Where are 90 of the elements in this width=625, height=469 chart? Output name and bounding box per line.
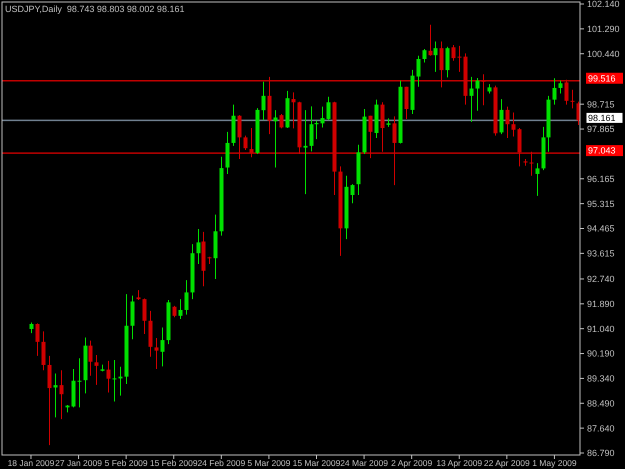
- candlestick: [446, 46, 450, 78]
- candlestick: [274, 110, 278, 168]
- x-tick-label: 1 May 2009: [532, 458, 577, 468]
- y-tick-label: 90.190: [587, 348, 615, 359]
- x-tick-label: 15 Feb 2009: [150, 458, 198, 468]
- candlestick: [196, 228, 200, 265]
- y-tick-label: 91.890: [587, 298, 615, 309]
- y-tick-label: 95.315: [587, 198, 615, 209]
- candlestick: [280, 113, 284, 129]
- x-tick-label: 13 Apr 2009: [436, 458, 482, 468]
- candlestick: [458, 45, 462, 72]
- y-tick-label: 89.340: [587, 374, 615, 384]
- candlestick: [54, 372, 58, 418]
- x-tick-label: 27 Jan 2009: [55, 458, 102, 468]
- candlestick: [160, 327, 164, 367]
- candlestick: [392, 116, 396, 186]
- y-tick-label: 87.640: [587, 423, 615, 434]
- ref-line-label: 97.043: [588, 146, 616, 156]
- y-tick-label: 88.490: [587, 398, 615, 408]
- candlestick: [380, 102, 384, 152]
- candlestick: [428, 24, 432, 56]
- y-tick-label: 86.790: [587, 448, 615, 458]
- y-tick-label: 94.465: [587, 224, 615, 234]
- candlestick: [564, 79, 568, 106]
- x-tick-label: 5 Mar 2009: [247, 458, 291, 468]
- candlestick: [512, 112, 516, 138]
- candlestick: [558, 80, 562, 94]
- candlestick: [552, 78, 556, 106]
- candlestick: [172, 305, 176, 318]
- y-tick-label: 101.290: [587, 24, 620, 34]
- candlestick: [78, 358, 82, 408]
- candlestick: [42, 330, 46, 371]
- candlestick: [326, 96, 330, 121]
- candlestick: [118, 366, 122, 396]
- y-tick-label: 96.165: [587, 174, 615, 184]
- y-tick-label: 92.740: [587, 274, 615, 284]
- candlestick: [470, 76, 474, 122]
- candlestick: [184, 280, 188, 316]
- candlestick: [422, 48, 426, 63]
- x-tick-label: 2 Apr 2009: [391, 458, 432, 468]
- y-tick-label: 102.140: [587, 0, 620, 10]
- candlestick: [292, 92, 296, 129]
- candlestick: [88, 340, 92, 376]
- candlestick: [154, 338, 158, 370]
- y-tick-label: 100.440: [587, 48, 620, 59]
- candlestick: [452, 44, 456, 62]
- x-tick-label: 5 Feb 2009: [104, 458, 148, 468]
- candlestick: [476, 78, 480, 112]
- x-tick-label: 18 Jan 2009: [8, 458, 55, 468]
- candlestick: [530, 151, 534, 176]
- candlestick: [482, 74, 486, 106]
- candlestick: [368, 115, 372, 159]
- ref-line-label: 99.516: [588, 73, 616, 84]
- candlestick: [416, 55, 420, 88]
- candlestick: [518, 128, 522, 167]
- y-tick-label: 97.865: [587, 124, 615, 134]
- candlestick: [30, 322, 34, 334]
- candlestick: [36, 322, 40, 356]
- y-tick-label: 98.715: [587, 99, 615, 110]
- x-tick-label: 24 Mar 2009: [340, 458, 388, 468]
- x-tick-label: 15 Mar 2009: [292, 458, 341, 468]
- candlestick: [94, 354, 98, 386]
- candlestick: [350, 184, 354, 204]
- candlestick: [536, 162, 540, 196]
- candlestick: [250, 128, 254, 158]
- x-tick-label: 22 Apr 2009: [484, 458, 530, 468]
- candlestick: [506, 106, 510, 138]
- candlestick: [488, 84, 492, 94]
- candlestick: [238, 114, 242, 160]
- candlestick: [440, 40, 444, 88]
- candlestick: [208, 256, 212, 265]
- candlestick: [262, 81, 266, 121]
- ref-line-label: 98.161: [588, 113, 616, 124]
- y-tick-label: 93.615: [587, 248, 615, 259]
- candlestick: [178, 298, 182, 320]
- candlestick: [48, 355, 52, 446]
- candlestick: [310, 106, 314, 152]
- candlestick: [244, 135, 248, 150]
- candlestick: [434, 40, 438, 72]
- chart-title: USDJPY,Daily 98.743 98.803 98.002 98.161: [5, 4, 184, 14]
- candlestick: [142, 298, 146, 334]
- y-tick-label: 91.040: [587, 324, 615, 334]
- candlestick: [500, 98, 504, 135]
- x-tick-label: 24 Feb 2009: [197, 458, 246, 468]
- candlestick: [320, 106, 324, 128]
- candlestick: [404, 86, 408, 120]
- candlestick: [112, 359, 116, 402]
- candlestick: [106, 360, 110, 393]
- candlestick: [60, 370, 64, 420]
- candlestick: [570, 89, 574, 109]
